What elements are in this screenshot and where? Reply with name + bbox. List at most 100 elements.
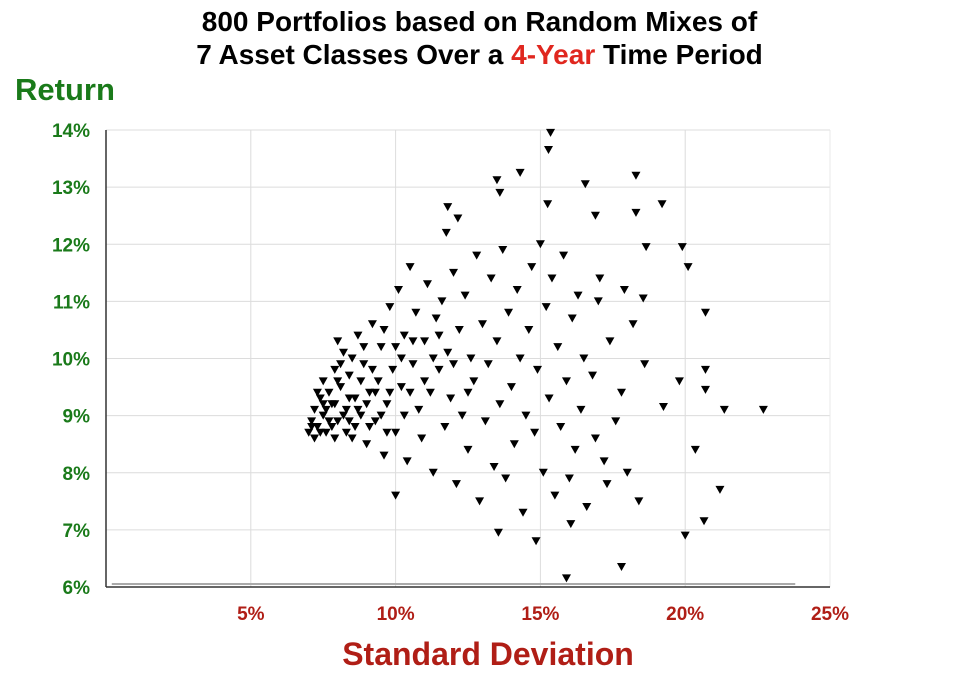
data-point (411, 308, 421, 317)
data-point (538, 468, 548, 477)
data-point (469, 377, 479, 386)
data-point (330, 434, 340, 443)
data-point (336, 383, 346, 392)
data-point (382, 400, 392, 409)
data-point (657, 200, 667, 209)
data-point (312, 388, 322, 397)
data-point (408, 360, 418, 369)
data-point (521, 411, 531, 420)
data-point (425, 388, 435, 397)
data-point (454, 325, 464, 334)
data-point (595, 274, 605, 283)
data-point (324, 388, 334, 397)
data-point (535, 240, 545, 249)
data-point (350, 394, 360, 403)
y-tick-label: 12% (52, 235, 90, 256)
data-point (457, 411, 467, 420)
title-text: Time Period (595, 39, 763, 70)
data-point (489, 463, 499, 472)
data-point (453, 214, 463, 223)
data-point (547, 274, 557, 283)
data-point (338, 348, 348, 357)
data-point (504, 308, 514, 317)
data-point (573, 291, 583, 300)
data-point (599, 457, 609, 466)
title-highlight: 4-Year (511, 39, 596, 70)
data-point (353, 331, 363, 340)
data-point (327, 423, 337, 432)
data-point (449, 268, 459, 277)
data-point (365, 388, 375, 397)
data-point (543, 200, 553, 209)
data-point (518, 508, 528, 517)
data-point (619, 285, 629, 294)
data-point (492, 337, 502, 346)
data-point (628, 320, 638, 329)
data-point (550, 491, 560, 500)
data-point (466, 354, 476, 363)
data-point (344, 371, 354, 380)
data-point (579, 354, 589, 363)
data-point (420, 377, 430, 386)
data-point (495, 400, 505, 409)
x-tick-label: 25% (811, 604, 849, 625)
data-point (330, 365, 340, 374)
data-point (405, 388, 415, 397)
data-point (330, 400, 340, 409)
data-point (631, 171, 641, 180)
y-tick-label: 10% (52, 350, 90, 371)
data-point (509, 440, 519, 449)
data-point (420, 337, 430, 346)
data-point (556, 423, 566, 432)
data-point (356, 377, 366, 386)
data-point (602, 480, 612, 489)
data-point (463, 388, 473, 397)
data-point (350, 423, 360, 432)
data-point (307, 417, 317, 426)
data-point (399, 411, 409, 420)
data-point (428, 354, 438, 363)
data-point (715, 485, 725, 494)
data-point (428, 468, 438, 477)
data-point (677, 243, 687, 252)
data-point (611, 417, 621, 426)
data-point (359, 360, 369, 369)
data-point (315, 394, 325, 403)
data-point (498, 245, 508, 254)
data-point (638, 294, 648, 303)
data-point (408, 337, 418, 346)
data-point (362, 400, 372, 409)
data-point (616, 388, 626, 397)
data-point (431, 314, 441, 323)
data-point (530, 428, 540, 437)
data-point (553, 343, 563, 352)
data-point (451, 480, 461, 489)
data-point (719, 405, 729, 414)
data-point (616, 563, 626, 572)
y-tick-label: 9% (63, 407, 91, 428)
data-point (365, 423, 375, 432)
data-point (622, 468, 632, 477)
data-point (527, 263, 537, 272)
data-point (341, 428, 351, 437)
data-point (449, 360, 459, 369)
data-point (382, 428, 392, 437)
data-point (580, 180, 590, 189)
data-point (700, 385, 710, 394)
data-point (385, 388, 395, 397)
data-point (683, 263, 693, 272)
data-point (443, 348, 453, 357)
data-point (324, 417, 334, 426)
data-point (570, 445, 580, 454)
data-point (312, 423, 322, 432)
data-point (531, 537, 541, 546)
data-point (634, 497, 644, 506)
data-point (567, 314, 577, 323)
data-point (310, 434, 320, 443)
data-point (353, 405, 363, 414)
data-point (593, 297, 603, 306)
data-point (590, 211, 600, 220)
y-tick-label: 8% (63, 464, 91, 485)
data-point (405, 263, 415, 272)
data-point (318, 411, 328, 420)
